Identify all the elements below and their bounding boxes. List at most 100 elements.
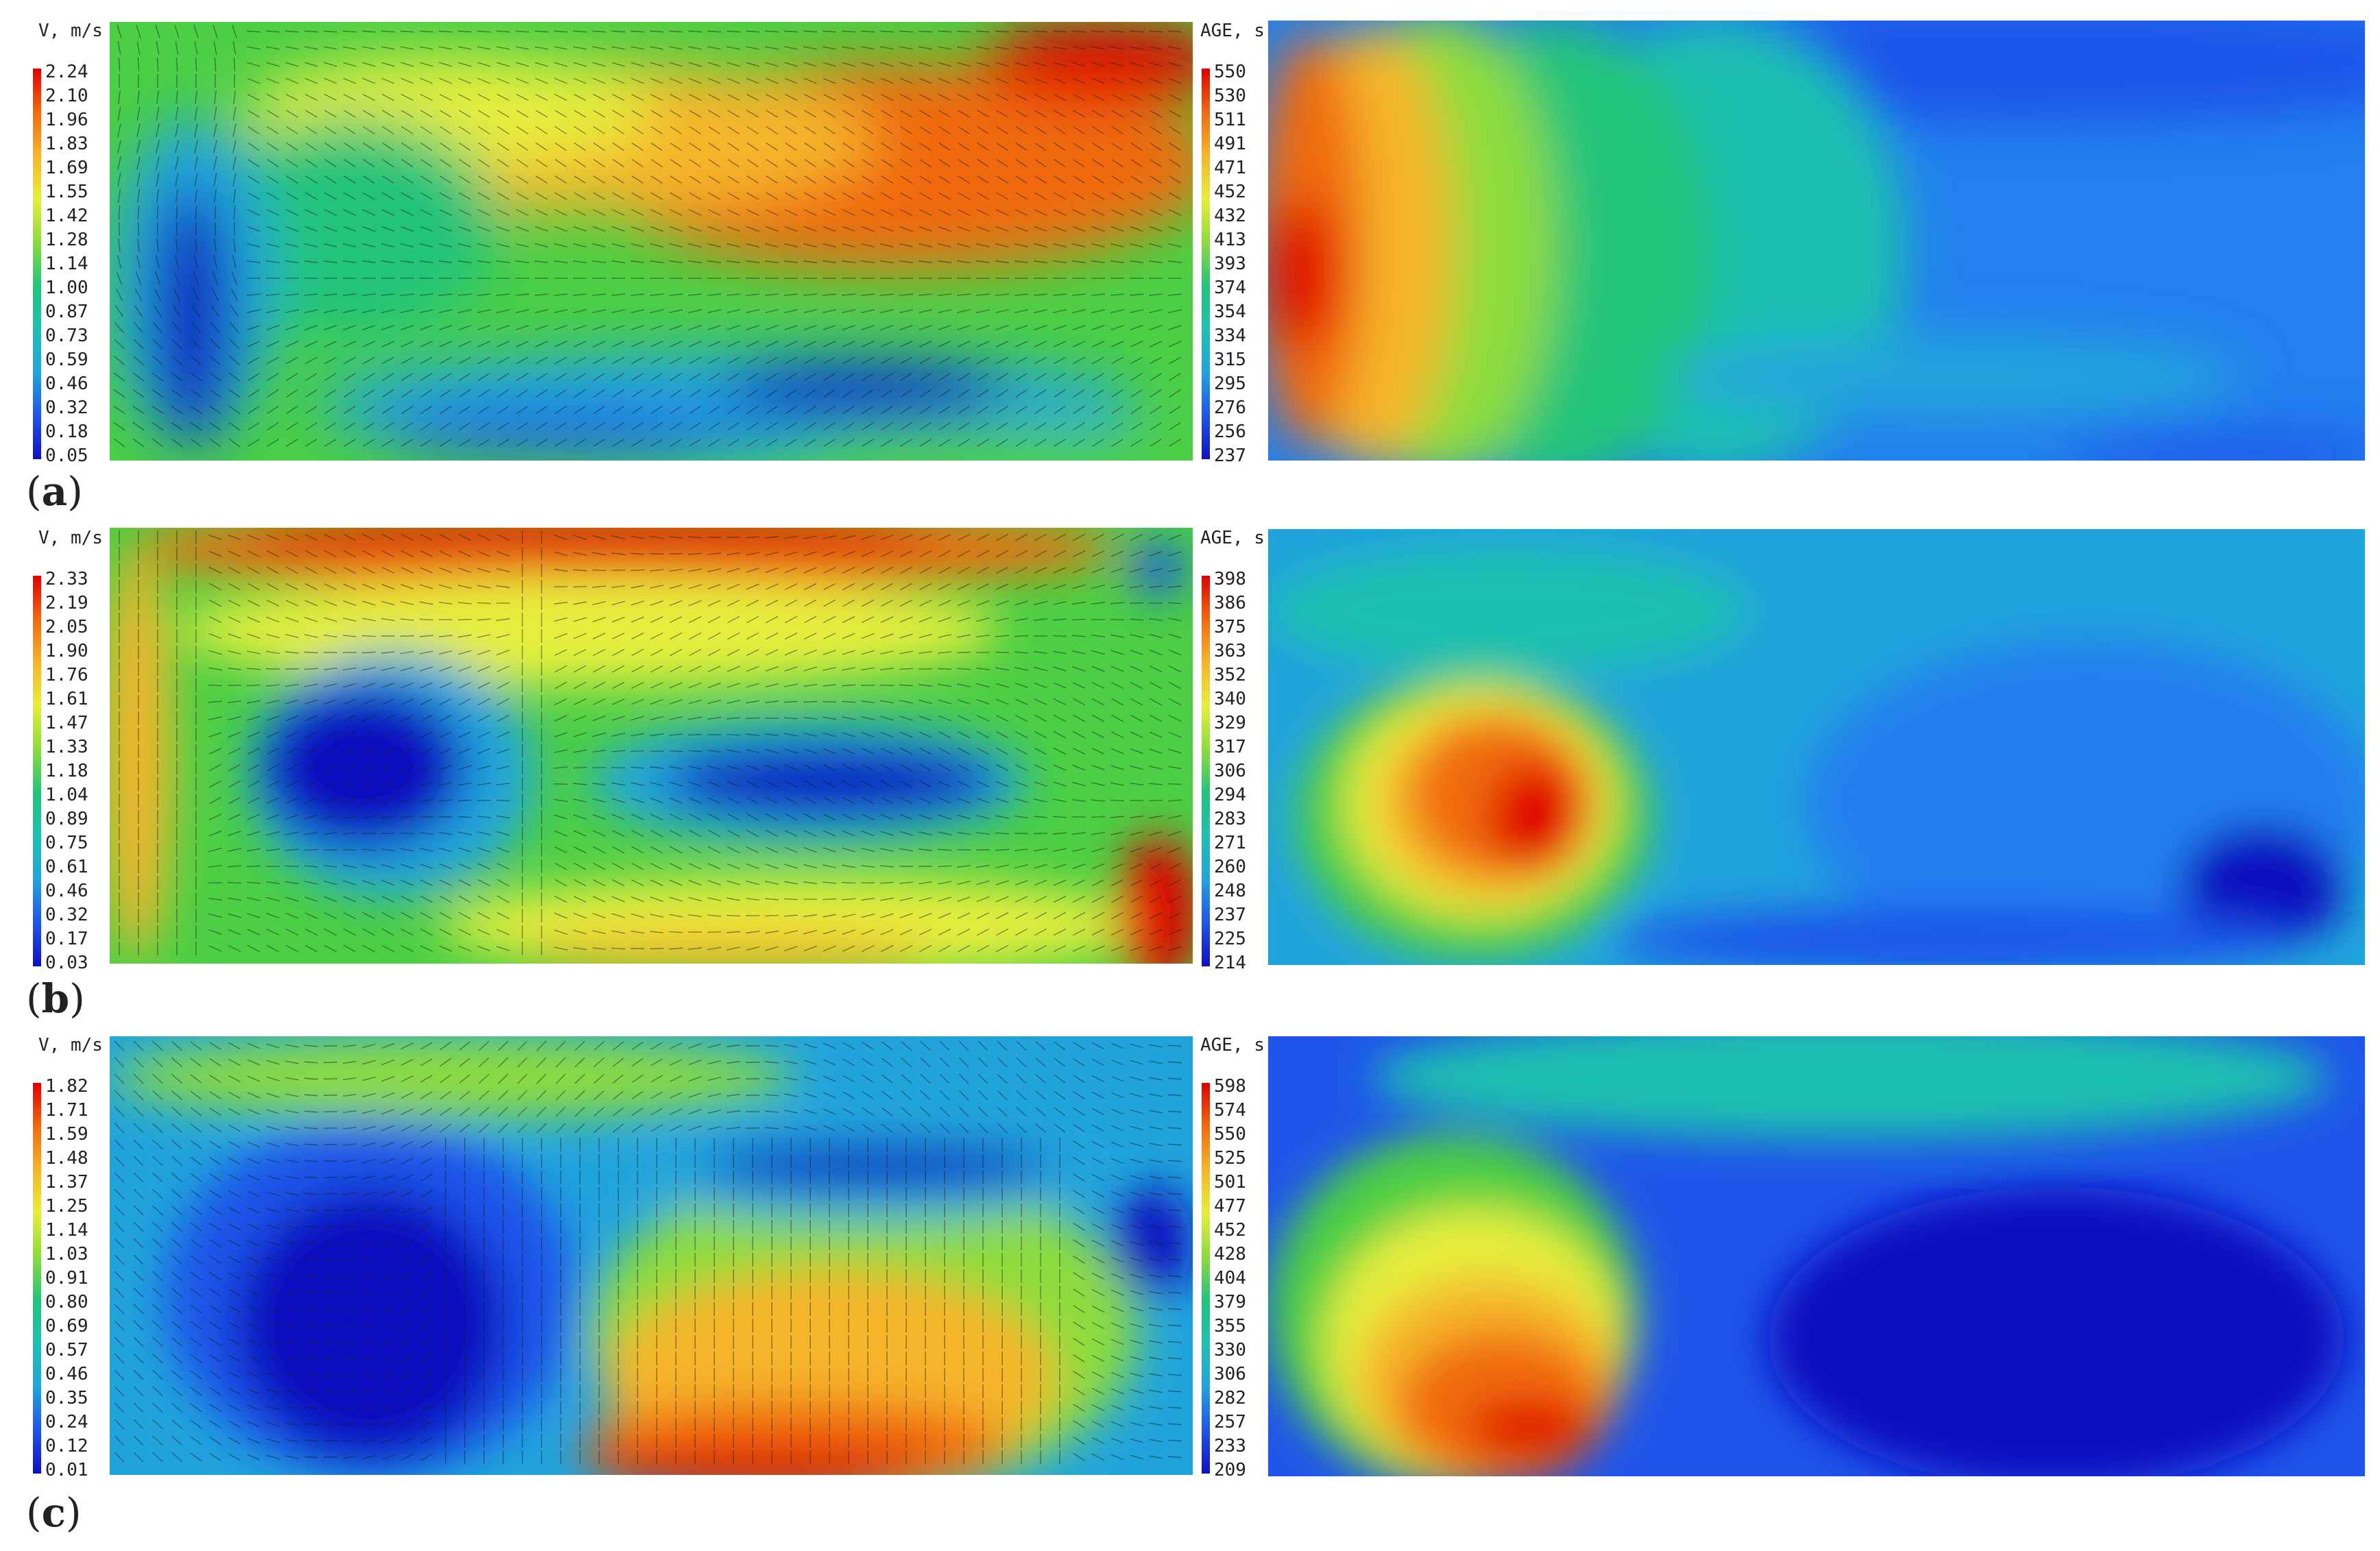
colorbar-tick-label: 0.69 [45,1316,88,1336]
age-legend-title: AGE, s [1200,21,1265,41]
colorbar-tick-label: 1.42 [45,206,88,226]
colorbar-tick-label: 225 [1214,929,1246,949]
colorbar-tick-label: 413 [1214,230,1246,250]
colorbar-tick-label: 2.24 [45,62,88,82]
colorbar-tick-label: 393 [1214,254,1246,274]
colorbar [1202,576,1210,966]
colorbar-tick-label: 1.76 [45,665,88,685]
colorbar-tick-label: 0.80 [45,1292,88,1312]
age-legend-title: AGE, s [1200,1035,1265,1055]
colorbar-tick-label: 0.46 [45,374,88,394]
label-letter: c [41,1489,66,1536]
colorbar-tick-label: 525 [1214,1148,1246,1169]
age-field-a [1268,21,2365,461]
age-legend-b: AGE, s 398 386 375 363 352 340 329 317 306 294 283… [1196,528,1278,980]
colorbar-tick-label: 0.61 [45,857,88,877]
colorbar-tick-label: 363 [1214,641,1246,661]
colorbar-tick-label: 1.61 [45,689,88,709]
colorbar-tick-label: 428 [1214,1244,1246,1265]
colorbar-tick-label: 0.91 [45,1268,88,1289]
colorbar-tick-label: 1.33 [45,737,88,757]
colorbar-tick-label: 214 [1214,953,1246,973]
colorbar-tick-label: 0.17 [45,929,88,949]
colorbar-tick-label: 209 [1214,1460,1246,1480]
colorbar-tick-label: 352 [1214,665,1246,685]
velocity-legend-b: V, m/s 2.33 2.19 2.05 1.90 1.76 1.61 1.47 1.33 1… [27,528,110,980]
colorbar-tick-label: 0.18 [45,422,88,442]
colorbar-tick-label: 0.87 [45,302,88,322]
velocity-field-b [110,528,1193,964]
velocity-legend-c: V, m/s 1.82 1.71 1.59 1.48 1.37 1.25 1.14 1.03 0… [27,1035,110,1487]
colorbar-tick-label: 334 [1214,326,1246,346]
label-open: ( [26,1489,42,1536]
colorbar-tick-label: 0.35 [45,1388,88,1408]
label-letter: a [41,468,68,515]
colorbar-tick-label: 315 [1214,350,1246,370]
label-close: ) [69,975,85,1022]
row-b: V, m/s 2.33 2.19 2.05 1.90 1.76 1.61 1.47 1.33 1… [0,521,2380,1028]
row-label-b: (b) [26,977,85,1021]
colorbar-tick-label: 248 [1214,881,1246,901]
colorbar-tick-label: 550 [1214,62,1246,82]
colorbar-tick-label: 452 [1214,182,1246,202]
colorbar-tick-label: 233 [1214,1436,1246,1456]
colorbar-tick-label: 550 [1214,1124,1246,1145]
colorbar-tick-label: 598 [1214,1076,1246,1097]
colorbar-tick-label: 2.05 [45,617,88,637]
colorbar-tick-label: 1.37 [45,1172,88,1193]
colorbar-tick-label: 0.75 [45,833,88,853]
label-close: ) [65,1489,82,1536]
colorbar-tick-label: 2.19 [45,593,88,613]
colorbar-tick-label: 386 [1214,593,1246,613]
colorbar-tick-label: 1.59 [45,1124,88,1145]
velocity-vectors [114,1040,1182,1464]
colorbar-tick-label: 2.33 [45,569,88,589]
colorbar-tick-label: 374 [1214,278,1246,298]
label-open: ( [26,975,42,1022]
colorbar-tick-label: 398 [1214,569,1246,589]
colorbar-tick-label: 0.32 [45,905,88,925]
colorbar-tick-label: 0.73 [45,326,88,346]
row-c: V, m/s 1.82 1.71 1.59 1.48 1.37 1.25 1.14 1.03 0… [0,1028,2380,1551]
colorbar-tick-label: 1.47 [45,713,88,733]
colorbar-tick-label: 329 [1214,713,1246,733]
velocity-vectors [113,25,1182,448]
velocity-legend-title: V, m/s [38,1035,103,1055]
colorbar-tick-label: 0.57 [45,1340,88,1360]
colorbar-tick-label: 1.55 [45,182,88,202]
colorbar [1202,1083,1210,1474]
age-field-c [1268,1036,2365,1476]
age-legend-a: AGE, s 550 530 511 491 471 452 432 413 393 374 354… [1196,21,1278,473]
colorbar-tick-label: 1.18 [45,761,88,781]
velocity-legend-a: V, m/s 2.24 2.10 1.96 1.83 1.69 1.55 1.42 1.28 1… [27,21,110,473]
colorbar-tick-label: 355 [1214,1316,1246,1336]
colorbar-tick-label: 1.69 [45,158,88,178]
colorbar-tick-label: 1.28 [45,230,88,250]
velocity-vectors [119,530,1182,955]
age-field-b [1268,529,2365,965]
colorbar-tick-label: 501 [1214,1172,1246,1193]
colorbar-tick-label: 477 [1214,1196,1246,1217]
colorbar-tick-label: 1.03 [45,1244,88,1265]
colorbar-tick-label: 432 [1214,206,1246,226]
age-legend-title: AGE, s [1200,528,1265,548]
colorbar-tick-label: 0.46 [45,881,88,901]
colorbar-tick-label: 2.10 [45,86,88,106]
colorbar-tick-label: 1.71 [45,1100,88,1121]
colorbar-tick-label: 379 [1214,1292,1246,1312]
colorbar-tick-label: 282 [1214,1388,1246,1408]
colorbar-tick-label: 530 [1214,86,1246,106]
colorbar-tick-label: 1.04 [45,785,88,805]
colorbar-tick-label: 1.14 [45,254,88,274]
colorbar-tick-label: 260 [1214,857,1246,877]
colorbar-tick-label: 0.24 [45,1412,88,1432]
colorbar-tick-label: 237 [1214,445,1246,466]
velocity-legend-title: V, m/s [38,528,103,548]
colorbar-tick-label: 317 [1214,737,1246,757]
row-a: V, m/s 2.24 2.10 1.96 1.83 1.69 1.55 1.42 1.28 1… [0,14,2380,521]
colorbar-tick-label: 1.14 [45,1220,88,1241]
colorbar-tick-label: 471 [1214,158,1246,178]
colorbar-tick-label: 330 [1214,1340,1246,1360]
colorbar-tick-label: 0.01 [45,1460,88,1480]
colorbar-tick-label: 0.89 [45,809,88,829]
